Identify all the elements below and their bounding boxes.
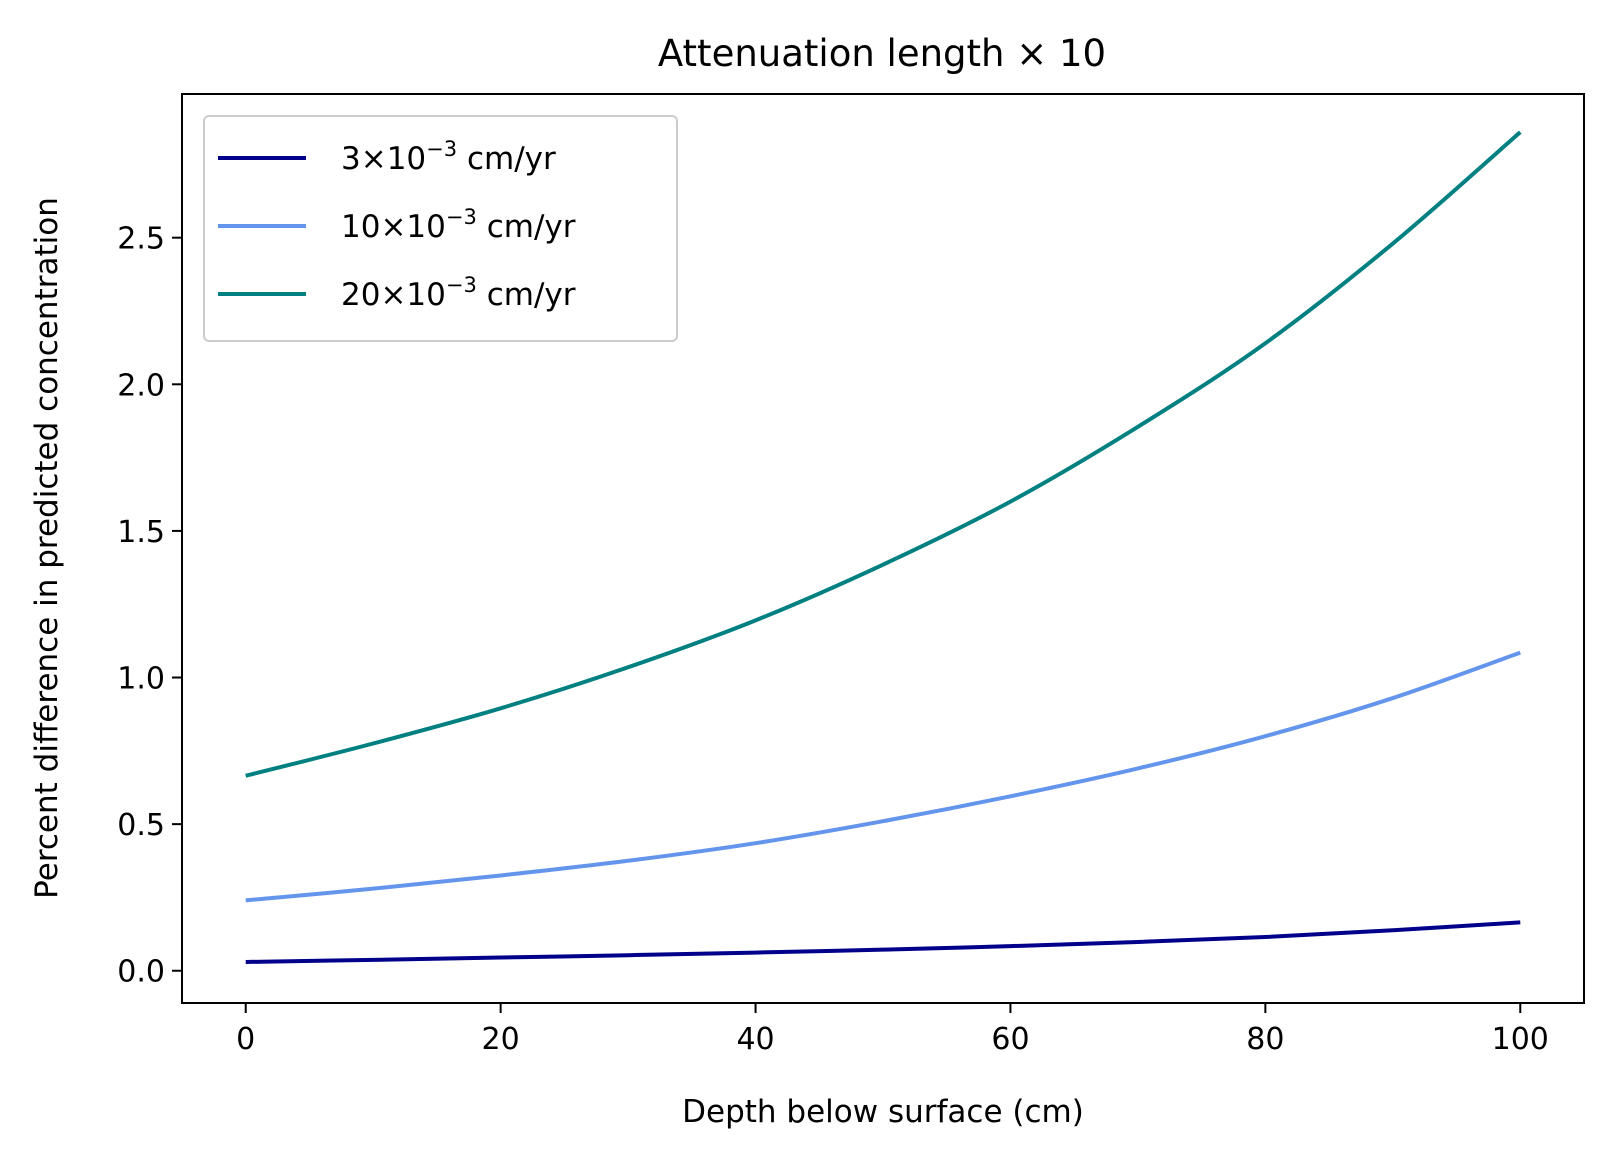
y-tick-label: 0.0 xyxy=(117,955,165,990)
x-tick-label: 20 xyxy=(482,1022,520,1057)
x-tick-label: 60 xyxy=(991,1022,1029,1057)
x-tick-label: 80 xyxy=(1246,1022,1284,1057)
series-line-2 xyxy=(245,650,1521,903)
legend-label-3: 20×10−3 cm/yr xyxy=(341,273,576,313)
legend-box xyxy=(203,115,678,342)
x-axis: 0 20 40 60 80 100 xyxy=(236,1003,1549,1057)
series-line-3 xyxy=(245,130,1522,778)
x-tick-label: 100 xyxy=(1492,1022,1549,1057)
x-tick-label: 0 xyxy=(236,1022,255,1057)
y-tick-label: 2.5 xyxy=(117,222,165,257)
y-axis: 0.0 0.5 1.0 1.5 2.0 2.5 xyxy=(117,222,182,990)
y-tick-label: 1.0 xyxy=(117,662,165,697)
series-lines xyxy=(245,130,1522,964)
chart-title: Attenuation length × 10 xyxy=(658,32,1106,75)
y-tick-label: 0.5 xyxy=(117,808,165,843)
legend-label-2: 10×10−3 cm/yr xyxy=(341,205,576,245)
y-axis-label: Percent difference in predicted concentr… xyxy=(29,197,65,899)
y-tick-label: 2.0 xyxy=(117,368,165,403)
series-line-1 xyxy=(245,920,1521,964)
legend: 3×10−3 cm/yr 10×10−3 cm/yr 20×10−3 cm/yr xyxy=(203,115,678,342)
x-axis-label: Depth below surface (cm) xyxy=(682,1094,1084,1130)
x-tick-label: 40 xyxy=(736,1022,774,1057)
plot-frame xyxy=(181,93,1585,1004)
y-tick-label: 1.5 xyxy=(117,515,165,550)
plot-area xyxy=(181,93,1585,1004)
legend-label-1: 3×10−3 cm/yr xyxy=(341,137,556,177)
